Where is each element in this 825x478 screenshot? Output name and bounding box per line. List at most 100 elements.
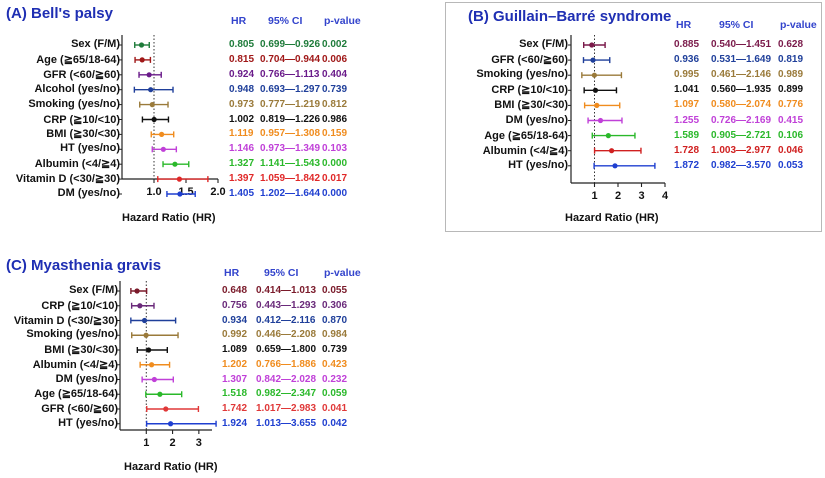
ci-value: 0.699—0.926 [260,39,321,50]
row-label: CRP (≧10/<10) [41,299,118,312]
ci-value: 1.003—2.977 [711,144,772,156]
ci-value: 0.560—1.935 [711,84,772,96]
hr-value: 1.097 [674,99,700,111]
row-label: GFR (<60/≧60) [41,403,118,415]
x-tick-label: 2 [170,437,176,449]
hr-point [597,117,604,124]
ci-mark [593,162,656,169]
ci-mark [582,57,611,64]
row-label: Albumin (<4/≧4) [34,158,120,171]
hr-point [146,347,152,353]
hr-value: 1.002 [229,113,255,125]
p-value-column-header: p-value [324,15,361,27]
row-label: CRP (≧10/<10) [43,113,120,126]
hr-value: 0.992 [222,329,248,341]
hr-point [151,376,157,383]
ci-value: 0.414—1.013 [256,285,317,296]
ci-mark [587,117,623,124]
p-value: 0.002 [322,39,348,50]
hr-point [143,332,149,338]
ci-mark [134,42,150,48]
ci-mark [139,101,169,108]
ci-mark [151,146,178,153]
hr-value: 1.255 [674,114,700,126]
panel-c-title: (C) Myasthenia gravis [6,257,162,274]
ci-mark [166,191,196,197]
ci-value: 0.905—2.721 [711,129,772,141]
hr-point [592,87,599,93]
p-value: 0.053 [778,159,804,171]
p-value: 0.000 [322,188,348,199]
ci-value: 0.842—2.028 [256,373,317,385]
row-label: DM (yes/no) [55,372,118,385]
p-value: 0.041 [322,403,348,414]
ci-mark [130,288,148,294]
hr-point [612,163,618,169]
ci-mark [591,132,636,139]
hr-point [149,102,155,108]
hr-value: 1.872 [674,159,700,171]
hr-point [160,146,166,152]
ci-mark [145,420,217,427]
ci-mark [582,42,606,48]
hr-column-header: HR [676,19,692,31]
hr-value: 1.589 [674,129,700,141]
hr-column-header: HR [231,15,247,27]
ci-value: 1.202—1.644 [260,188,321,199]
p-value: 0.989 [778,69,804,81]
ci-mark [141,116,170,123]
ci-column-header: 95% CI [719,19,754,31]
hr-value: 0.948 [229,83,255,95]
panel-a-title: (A) Bell's palsy [6,5,113,22]
row-label: Smoking (yes/no) [26,328,118,341]
hr-point [159,131,165,137]
hr-column-header: HR [224,267,240,279]
p-value: 0.812 [322,98,348,110]
ci-value: 1.017—2.983 [256,403,317,414]
hr-point [177,191,183,197]
x-tick-label: 4 [662,190,669,202]
ci-mark [157,176,209,183]
hr-value: 1.397 [229,173,255,185]
row-label: Vitamin D (<30/≧30) [15,173,120,186]
hr-value: 1.742 [222,403,248,414]
row-label: Age (≧65/18-64) [34,388,118,401]
row-label: BMI (≧30/<30) [46,128,120,141]
ci-value: 0.704—0.944 [260,53,321,65]
ci-value: 0.659—1.800 [256,344,317,355]
hr-point [163,406,169,412]
hr-point [591,72,597,78]
ci-value: 1.059—1.842 [260,173,321,185]
ci-value: 0.766—1.113 [260,68,320,80]
p-value: 0.017 [322,173,348,185]
hr-value: 0.936 [674,54,700,66]
p-value: 0.059 [322,388,348,400]
hr-point [589,42,595,48]
p-value: 0.819 [778,54,804,66]
ci-mark [145,391,183,398]
ci-mark [162,161,190,168]
ci-mark [136,347,169,353]
hr-point [146,72,152,78]
ci-mark [131,332,179,339]
ci-mark [134,56,152,63]
ci-value: 0.693—1.297 [260,83,321,95]
p-value: 0.232 [322,373,348,385]
hr-point [167,421,174,427]
p-value: 0.046 [778,144,804,156]
x-tick-label: 1.0 [146,186,161,198]
p-value-column-header: p-value [780,19,817,31]
row-label: GFR (<60/≧60) [43,68,120,81]
hr-value: 1.728 [674,144,700,156]
ci-mark [583,102,621,109]
hr-value: 0.648 [222,285,248,296]
row-label: DM (yes/no) [57,187,120,199]
hr-point [134,288,140,294]
hr-point [605,133,611,139]
row-label: Sex (F/M) [69,284,118,296]
p-value: 0.870 [322,314,348,326]
ci-mark [581,72,623,79]
ci-column-header: 95% CI [264,267,299,279]
hr-point [148,362,155,368]
